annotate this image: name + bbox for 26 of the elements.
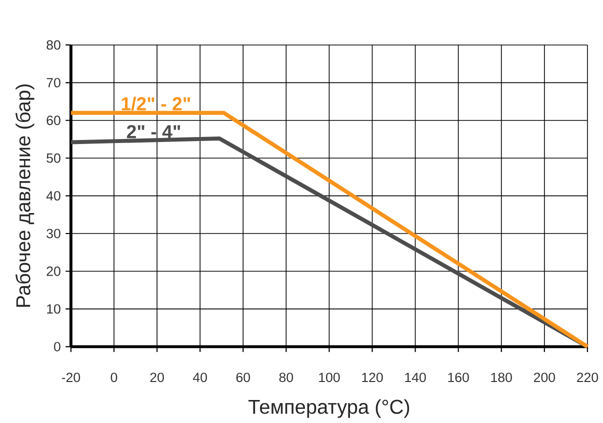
y-tick-label: 80: [46, 40, 60, 50]
y-tick-label: 50: [46, 154, 60, 164]
x-tick-label: 220: [577, 372, 598, 382]
x-tick-label: 0: [110, 372, 118, 382]
series-label: 2" - 4": [126, 125, 180, 138]
series-label: 1/2" - 2": [122, 96, 190, 111]
y-tick-label: 0: [54, 342, 60, 352]
x-axis-title: Температура (°C): [248, 399, 410, 418]
x-tick-label: 80: [279, 372, 294, 382]
x-tick-label: 140: [405, 372, 426, 382]
y-tick-label: 70: [46, 78, 60, 88]
x-tick-label: 160: [448, 372, 469, 382]
y-axis-title: Рабочее давление (бар): [15, 84, 34, 307]
x-tick-label: 60: [236, 372, 250, 382]
y-tick-label: 40: [46, 191, 60, 201]
y-tick-label: 10: [47, 304, 60, 314]
x-tick-label: 200: [534, 372, 556, 382]
x-tick-label: 40: [192, 372, 207, 382]
x-tick-label: 180: [491, 372, 512, 382]
y-tick-label: 60: [46, 116, 60, 126]
x-tick-label: 100: [319, 372, 340, 382]
y-tick-label: 30: [46, 229, 60, 238]
x-tick-label: 20: [150, 372, 164, 382]
y-tick-label: 20: [46, 266, 60, 276]
x-tick-label: -20: [62, 372, 80, 382]
x-tick-label: 120: [362, 372, 383, 382]
